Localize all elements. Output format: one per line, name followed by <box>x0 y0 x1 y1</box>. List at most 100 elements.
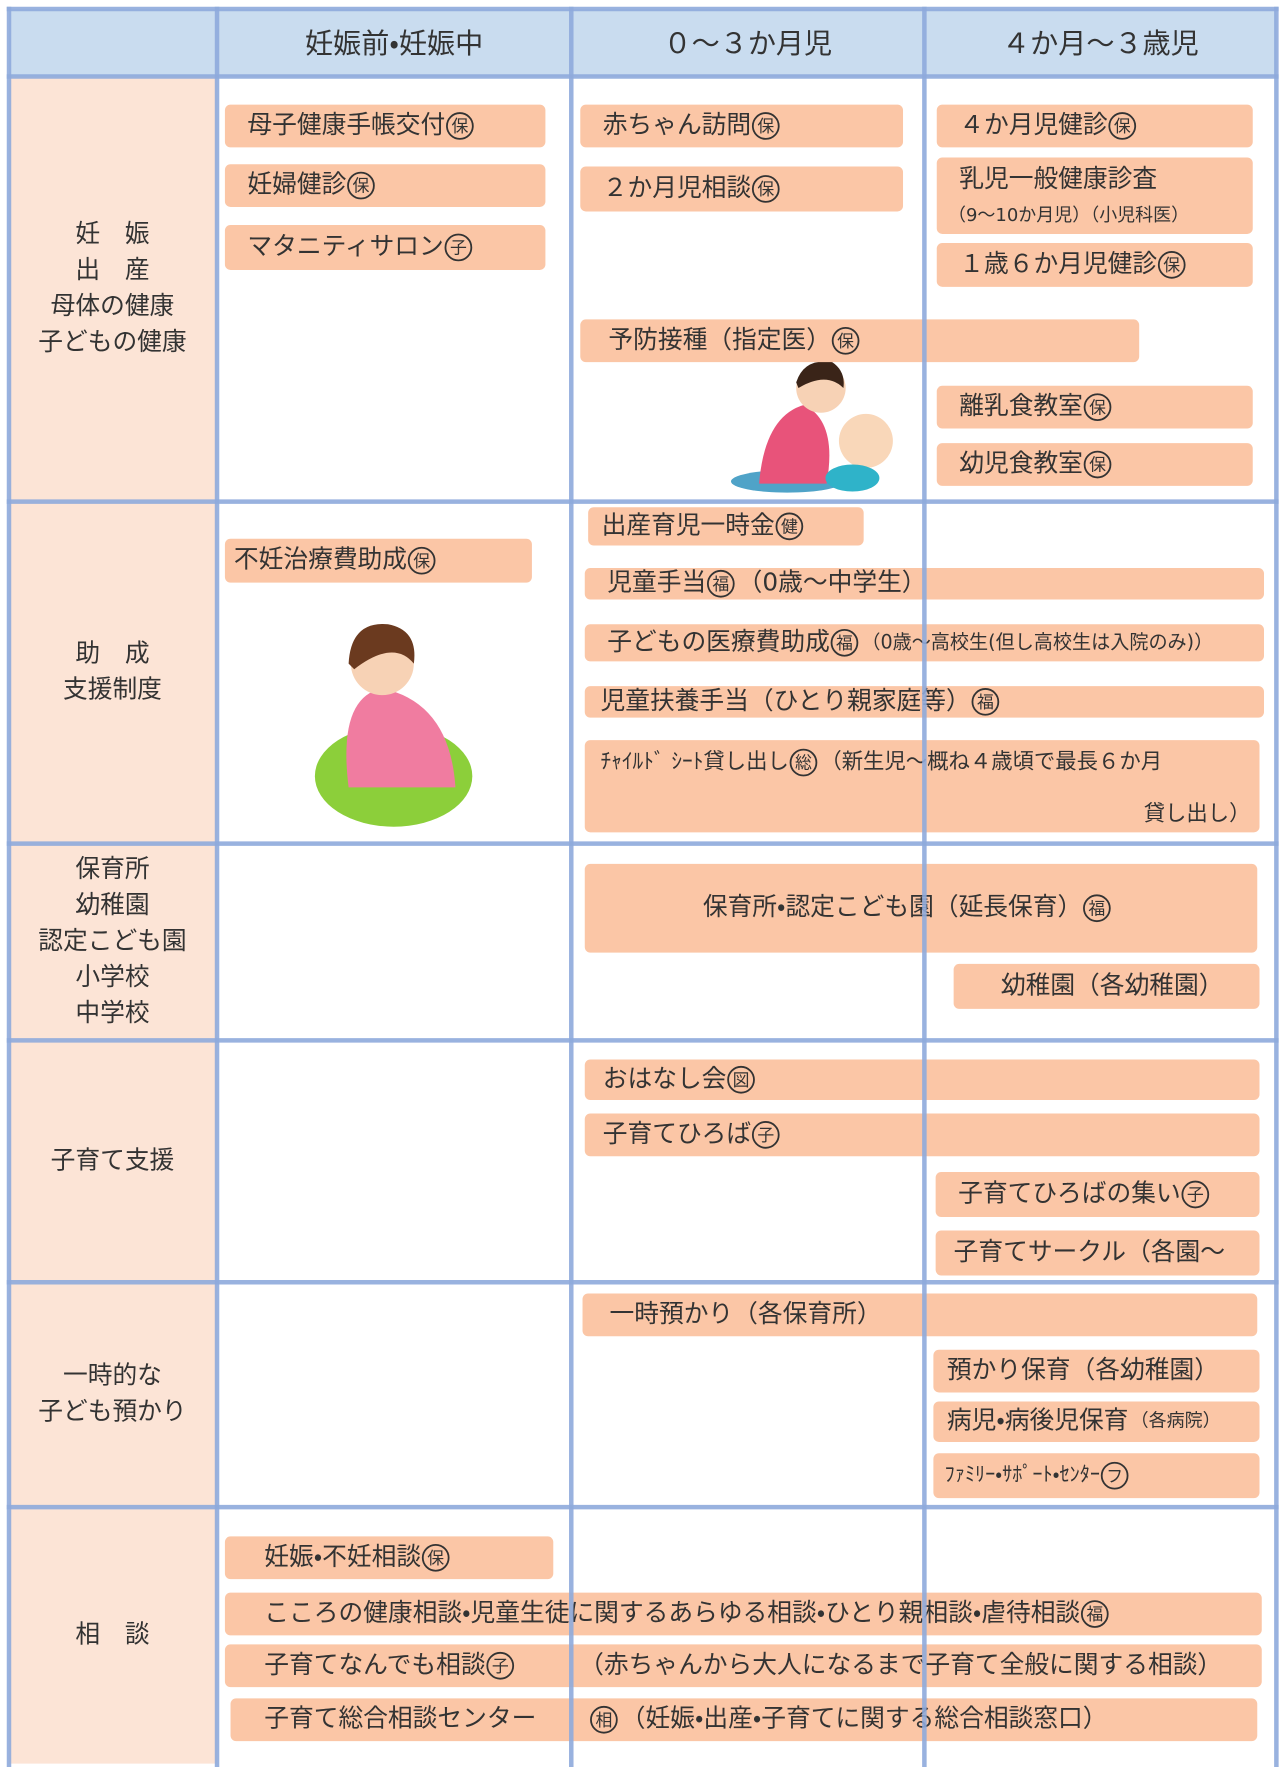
column-header: ４か月〜３歳児 <box>1002 27 1199 60</box>
service-label: 保育所・認定こども園（延長保育） <box>703 892 1082 921</box>
badge-circle <box>486 1651 515 1680</box>
category-cell <box>8 1507 218 1764</box>
service-label: 子育てひろばの集い <box>958 1178 1181 1207</box>
service-bar <box>584 863 1258 953</box>
service-badge: 子 <box>450 238 467 258</box>
category-cell <box>8 843 218 1041</box>
category-label: 子どもの健康 <box>38 327 186 356</box>
service-bar <box>582 1293 1258 1337</box>
badge-circle <box>789 748 818 777</box>
service-label: 赤ちゃん訪問 <box>603 110 751 139</box>
service-label: １歳６か月児健診 <box>959 249 1157 278</box>
category-label: 幼稚園 <box>75 890 149 919</box>
header-row <box>8 8 1277 77</box>
service-badge: 福 <box>1086 1604 1103 1624</box>
badge-circle <box>751 175 780 203</box>
service-badge: 福 <box>836 633 853 653</box>
service-label: 乳児一般健康診査 <box>959 164 1157 193</box>
service-badge: 保 <box>1114 116 1131 136</box>
service-label: 不妊治療費助成 <box>234 545 407 574</box>
service-label: ﾌｧﾐﾘｰ・ｻﾎﾟｰﾄ・ｾﾝﾀｰ <box>945 1462 1100 1486</box>
service-bar <box>936 104 1253 148</box>
service-badge: 保 <box>757 116 774 136</box>
badge-circle <box>421 1543 450 1572</box>
category-label: 保育所 <box>75 854 149 883</box>
service-bar <box>224 1536 554 1580</box>
badge-circle <box>971 688 1000 716</box>
service-bar <box>953 963 1260 1009</box>
service-label: 予防接種（指定医） <box>608 325 831 354</box>
service-label: こころの健康相談・児童生徒に関するあらゆる相談・ひとり親相談・虐待相談 <box>264 1598 1080 1627</box>
column-header: 妊娠前・妊娠中 <box>305 27 483 60</box>
service-bar <box>230 1698 1258 1742</box>
service-badge: 総 <box>795 753 812 773</box>
badge-circle <box>1083 450 1112 479</box>
service-badge: 保 <box>413 551 430 571</box>
category-label: 小学校 <box>75 962 149 991</box>
service-badge: 保 <box>757 179 774 199</box>
badge-circle <box>446 112 474 140</box>
service-bar <box>580 104 904 148</box>
service-bar <box>224 538 532 583</box>
service-badge: 保 <box>427 1548 444 1568</box>
service-label: 子どもの医療費助成 <box>607 627 830 656</box>
service-badge: 相 <box>595 1710 612 1730</box>
service-badge: 図 <box>733 1070 750 1090</box>
grid <box>6 6 1279 1767</box>
service-label: 子育てひろば <box>603 1119 752 1148</box>
service-badge: 子 <box>492 1656 509 1676</box>
service-bar <box>224 1592 1262 1636</box>
category-label: 子育て支援 <box>51 1145 175 1174</box>
category-label: 母体の健康 <box>51 291 175 320</box>
service-label: 幼稚園（各幼稚園） <box>1001 970 1224 999</box>
service-bar <box>580 319 1140 363</box>
service-label: 病児・病後児保育 <box>947 1406 1129 1435</box>
badge-circle <box>407 546 436 575</box>
illustrations <box>314 361 893 827</box>
service-badge: 福 <box>712 574 729 594</box>
category-label: 妊 娠 <box>75 219 149 248</box>
service-badge: 保 <box>1089 455 1106 475</box>
service-label: 子育てサークル（各園〜 <box>954 1237 1225 1266</box>
service-label: 一時預かり（各保育所） <box>610 1299 882 1328</box>
service-note: （0歳〜高校生(但し高校生は入院のみ)） <box>861 630 1213 653</box>
service-label: 預かり保育（各幼稚園） <box>947 1355 1219 1384</box>
service-label: 母子健康手帳交付 <box>247 110 445 139</box>
badge-circle <box>751 112 780 140</box>
column-header: ０〜３か月児 <box>664 27 833 60</box>
service-label: ２か月児相談 <box>603 173 751 202</box>
category-label: 相 談 <box>75 1619 149 1648</box>
service-badge: フ <box>1106 1466 1123 1486</box>
service-label: 離乳食教室 <box>959 391 1083 420</box>
service-bar <box>224 104 546 148</box>
service-sub: （9〜10か月児）（小児科医） <box>948 205 1189 226</box>
service-bar <box>936 157 1253 234</box>
category-cell <box>8 501 218 844</box>
badge-circle <box>1080 1600 1109 1628</box>
service-bar <box>936 385 1253 429</box>
badge-circle <box>831 326 860 355</box>
badge-circle <box>775 512 804 541</box>
service-bar <box>933 1453 1260 1499</box>
service-label: ４か月児健診 <box>959 110 1108 139</box>
service-note: （赤ちゃんから大人になるまで子育て全般に関する相談） <box>579 1650 1222 1679</box>
badge-circle <box>1083 894 1111 923</box>
badge-circle <box>727 1065 755 1094</box>
service-badge: 保 <box>837 331 854 351</box>
service-badge: 福 <box>977 692 994 712</box>
badge-circle <box>1157 251 1186 279</box>
service-label: 妊娠・不妊相談 <box>264 1542 421 1571</box>
badge-circle <box>1083 393 1112 421</box>
service-badge: 健 <box>781 517 798 537</box>
badge-circle <box>1181 1180 1210 1209</box>
service-label: おはなし会 <box>603 1064 727 1093</box>
service-label: 妊婦健診 <box>247 170 346 199</box>
category-cell <box>8 1282 218 1508</box>
service-badge: 保 <box>1163 255 1180 275</box>
service-bar <box>588 507 864 546</box>
badge-circle <box>1108 112 1137 140</box>
service-label: 子育て総合相談センター <box>264 1704 536 1733</box>
category-label: 子ども預かり <box>38 1397 186 1426</box>
